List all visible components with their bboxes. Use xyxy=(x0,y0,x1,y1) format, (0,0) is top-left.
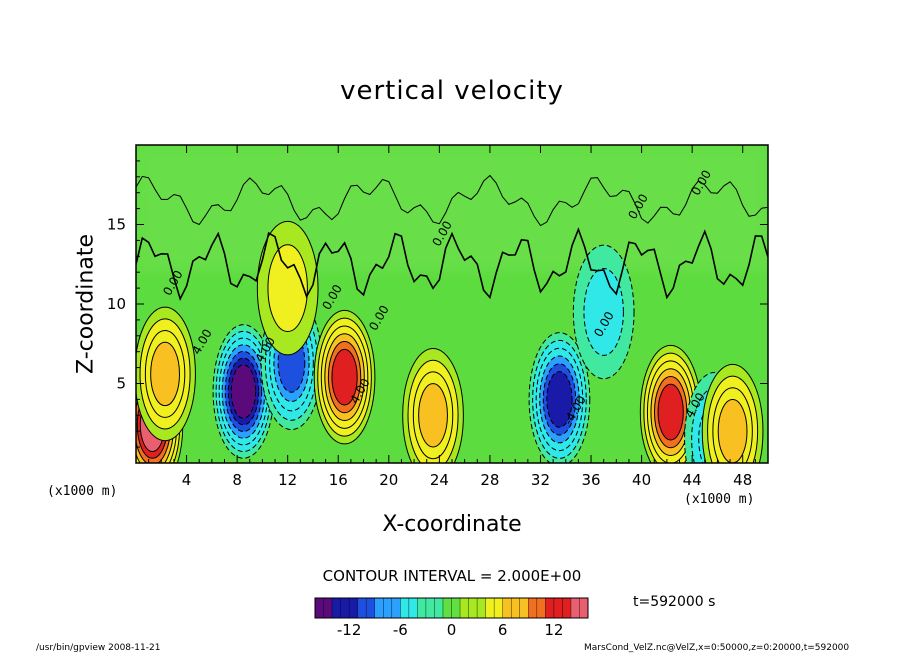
colorbar-swatch xyxy=(562,598,572,618)
contour-blob xyxy=(572,244,635,380)
colorbar-swatch xyxy=(315,598,325,618)
contour-blob xyxy=(136,306,196,442)
chart-title: vertical velocity xyxy=(340,76,564,106)
colorbar-tick-label: -6 xyxy=(393,621,408,639)
colorbar-swatch xyxy=(357,598,367,618)
colorbar-tick-label: 6 xyxy=(498,621,508,639)
x-tick-label: 4 xyxy=(182,471,192,489)
colorbar-swatch xyxy=(340,598,350,618)
colorbar-swatch xyxy=(417,598,427,618)
footer-left: /usr/bin/gpview 2008-11-21 xyxy=(36,643,161,653)
y-axis-label: Z-coordinate xyxy=(73,234,99,374)
contour-blob xyxy=(701,363,764,463)
contour-level xyxy=(230,364,257,419)
colorbar-swatch xyxy=(442,598,452,618)
x-unit-left: (x1000 m) xyxy=(47,484,118,499)
colorbar-swatch xyxy=(349,598,359,618)
colorbar-swatch xyxy=(468,598,478,618)
y-axis: 5 10 15 xyxy=(107,160,768,448)
footer-right: MarsCond_VelZ.nc@VelZ,x=0:50000,z=0:2000… xyxy=(584,643,850,653)
contour-blob xyxy=(528,332,591,463)
colorbar-swatch xyxy=(536,598,546,618)
x-tick-label: 16 xyxy=(329,471,348,489)
x-tick-label: 44 xyxy=(683,471,702,489)
x-unit-right: (x1000 m) xyxy=(684,492,755,507)
colorbar-swatch xyxy=(366,598,376,618)
contour-level xyxy=(717,398,748,463)
upper-contour xyxy=(136,174,768,227)
x-tick-label: 20 xyxy=(379,471,398,489)
colorbar-swatch xyxy=(408,598,418,618)
colorbar-swatch xyxy=(460,598,470,618)
plot-area xyxy=(136,145,768,463)
contour-blob xyxy=(256,220,319,356)
colorbar-frame xyxy=(314,597,589,619)
colorbar-swatch xyxy=(451,598,461,618)
contour-level xyxy=(546,371,573,428)
upper-band xyxy=(136,145,768,273)
colorbar-swatch xyxy=(502,598,512,618)
colorbar: -12 -6 0 6 12 xyxy=(314,597,589,639)
zero-contour xyxy=(136,227,768,301)
contour-level xyxy=(267,244,308,333)
colorbar-tick-label: 0 xyxy=(447,621,457,639)
contour-interval-label: CONTOUR INTERVAL = 2.000E+00 xyxy=(322,567,582,585)
colorbar-tick-label: 12 xyxy=(544,621,563,639)
x-tick-label: 36 xyxy=(581,471,600,489)
colorbar-swatch xyxy=(553,598,563,618)
colorbar-swatch xyxy=(579,598,589,618)
x-tick-label: 32 xyxy=(531,471,550,489)
contour-level xyxy=(331,348,358,406)
colorbar-swatch xyxy=(545,598,555,618)
colorbar-swatch xyxy=(400,598,410,618)
colorbar-swatch xyxy=(383,598,393,618)
colorbar-swatch xyxy=(391,598,401,618)
contour-level xyxy=(150,341,180,407)
x-tick-label: 12 xyxy=(278,471,297,489)
x-axis-label: X-coordinate xyxy=(382,512,522,537)
colorbar-swatch xyxy=(528,598,538,618)
x-tick-label: 28 xyxy=(480,471,499,489)
colorbar-swatch xyxy=(332,598,342,618)
x-tick-label: 24 xyxy=(430,471,449,489)
colorbar-swatch xyxy=(511,598,521,618)
time-label: t=592000 s xyxy=(633,594,716,610)
colorbar-swatch xyxy=(425,598,435,618)
colorbar-swatch xyxy=(494,598,504,618)
contour-blob xyxy=(313,309,376,445)
colorbar-tick-label: -12 xyxy=(337,621,362,639)
contour-blob xyxy=(639,344,702,463)
colorbar-swatch xyxy=(477,598,487,618)
colorbar-swatch xyxy=(519,598,529,618)
colorbar-swatch xyxy=(485,598,495,618)
colorbar-swatch xyxy=(434,598,444,618)
colorbar-swatch xyxy=(323,598,333,618)
colorbar-swatch xyxy=(374,598,384,618)
x-tick-label: 48 xyxy=(733,471,752,489)
x-tick-label: 40 xyxy=(632,471,651,489)
x-tick-label: 8 xyxy=(232,471,242,489)
contour-blob xyxy=(402,348,464,463)
y-tick-label: 5 xyxy=(116,375,126,393)
colorbar-swatch xyxy=(570,598,580,618)
contour-level xyxy=(418,383,448,448)
y-tick-label: 10 xyxy=(107,295,126,313)
y-tick-label: 15 xyxy=(107,216,126,234)
contour-level xyxy=(657,383,684,441)
x-axis: 4 8 12 16 20 24 28 32 36 40 44 48 xyxy=(148,145,756,489)
